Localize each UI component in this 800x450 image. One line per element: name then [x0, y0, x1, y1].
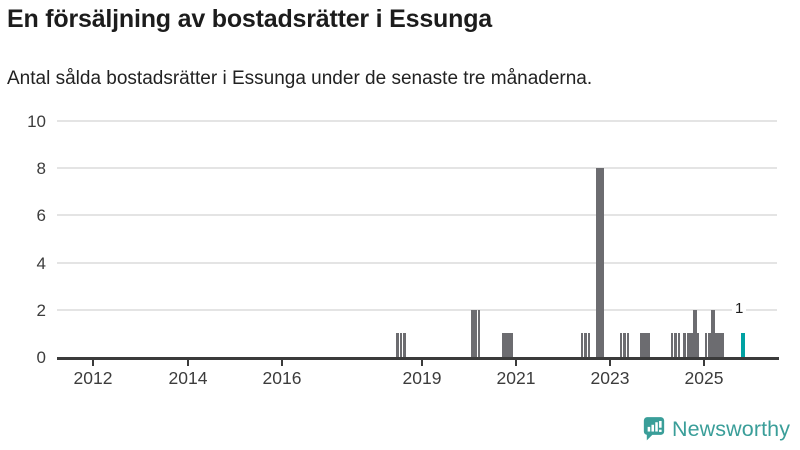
bar: [718, 333, 721, 357]
y-axis-label-6: 6: [36, 206, 46, 226]
bar: [711, 309, 715, 357]
bar: [640, 333, 650, 357]
x-axis-label-2023: 2023: [590, 368, 630, 388]
bar: [501, 333, 514, 357]
newsworthy-speech-bubble-icon: [643, 416, 665, 442]
bar: [477, 309, 481, 357]
bar: [677, 333, 681, 357]
bar: [674, 333, 677, 357]
bar: [595, 168, 604, 357]
gridline-y4: [57, 261, 777, 264]
bar: [474, 309, 477, 357]
bar: [399, 333, 402, 357]
y-axis-label-2: 2: [36, 300, 46, 320]
bar: [686, 333, 690, 357]
x-axis-label-2019: 2019: [402, 368, 442, 388]
y-axis-label-4: 4: [36, 253, 46, 273]
chart-title: En försäljning av bostadsrätter i Essung…: [7, 5, 492, 33]
bar: [626, 333, 630, 357]
chart-subtitle: Antal sålda bostadsrätter i Essunga unde…: [7, 68, 593, 89]
x-tick-2023: [609, 359, 611, 366]
latest-value-label: 1: [732, 300, 747, 318]
bar: [683, 333, 686, 357]
bar: [707, 333, 711, 357]
x-axis-label-2021: 2021: [496, 368, 536, 388]
bar: [721, 333, 724, 357]
x-tick-2016: [281, 359, 283, 366]
x-tick-2019: [421, 359, 423, 366]
bar: [471, 309, 474, 357]
gridline-y8: [57, 167, 777, 170]
gridline-y6: [57, 214, 777, 217]
x-tick-2014: [187, 359, 189, 366]
x-axis-line: [57, 357, 779, 360]
x-axis-label-2012: 2012: [73, 368, 113, 388]
x-axis-label-2025: 2025: [684, 368, 724, 388]
bar: [581, 333, 584, 357]
bar: [620, 333, 623, 357]
x-tick-2012: [92, 359, 94, 366]
gridline-y2: [57, 308, 777, 311]
bar: [671, 333, 674, 357]
gridline-y10: [57, 120, 777, 122]
x-tick-2021: [515, 359, 517, 366]
x-axis-label-2016: 2016: [262, 368, 302, 388]
bar: [403, 333, 406, 357]
bar: [587, 333, 591, 357]
highlight-bar: [741, 333, 745, 357]
newsworthy-wordmark: Newsworthy: [672, 416, 791, 441]
x-axis-label-2014: 2014: [168, 368, 208, 388]
bar: [697, 333, 700, 357]
y-axis-label-0: 0: [36, 348, 46, 367]
bar: [623, 333, 626, 357]
bar: [715, 333, 718, 357]
bar: [693, 309, 697, 357]
bar: [584, 333, 587, 357]
newsworthy-logo: Newsworthy: [643, 416, 790, 442]
bar: [690, 333, 693, 357]
y-axis-label-8: 8: [36, 159, 46, 179]
x-tick-2025: [703, 359, 705, 366]
bar: [704, 333, 707, 357]
y-axis-label-10: 10: [27, 112, 46, 131]
bar: [396, 333, 399, 357]
